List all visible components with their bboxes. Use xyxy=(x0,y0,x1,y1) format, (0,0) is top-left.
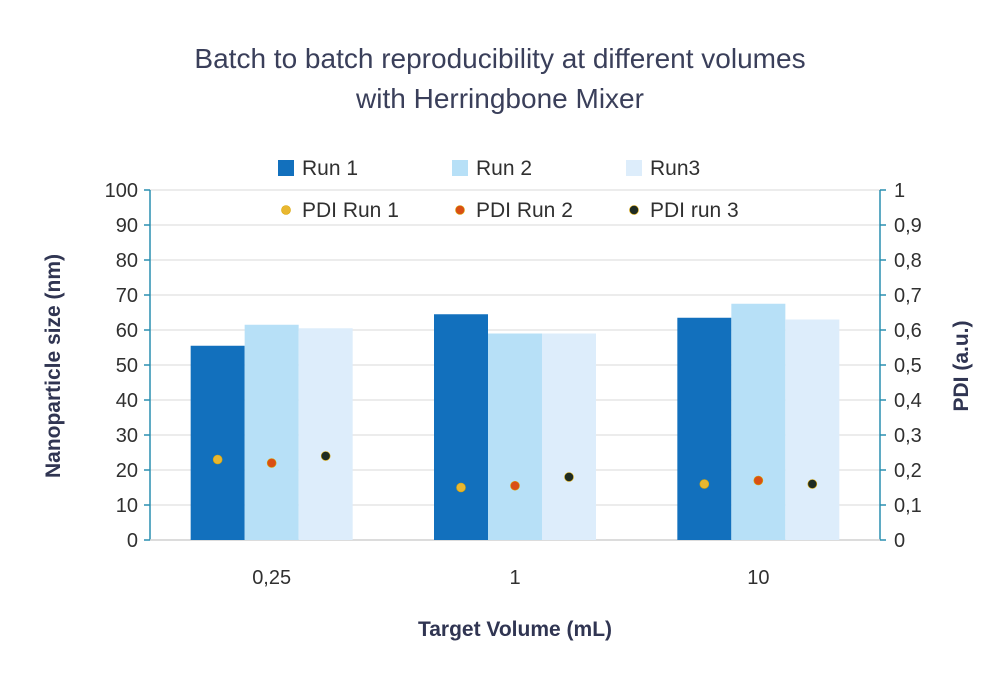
point-pdi-run-1 xyxy=(456,482,466,493)
legend-label-pdi-run-3: PDI run 3 xyxy=(650,199,739,222)
point-pdi-run-3 xyxy=(564,472,574,482)
y-axis-label: Nanoparticle size (nm) xyxy=(42,254,65,478)
bar-run-1 xyxy=(434,314,488,540)
legend-label-run3: Run3 xyxy=(650,157,700,180)
y2-tick-label: 0 xyxy=(894,530,905,552)
legend: Run 1 Run 2 Run3 PDI Run 1 PDI Run 2 PDI run … xyxy=(278,157,739,222)
bar-run-1 xyxy=(190,345,245,540)
bar-run-2 xyxy=(244,324,299,540)
y-tick-label: 10 xyxy=(116,495,138,517)
point-pdi-run-1 xyxy=(212,454,223,465)
legend-label-pdi-run-1: PDI Run 1 xyxy=(302,199,399,222)
bar-run3 xyxy=(785,319,840,540)
legend-swatch-run-2 xyxy=(452,160,468,176)
y2-tick-label: 0,5 xyxy=(894,355,922,377)
y2-tick-label: 0,8 xyxy=(894,250,922,272)
y2-tick-label: 0,2 xyxy=(894,460,922,482)
point-pdi-run-2 xyxy=(510,480,520,491)
tick-labels: 0 0 10 0,1 20 0,2 30 0,3 40 0,4 50 0,5 60 0,6 70 0,7 80 0… xyxy=(105,180,922,589)
y-tick-label: 80 xyxy=(116,250,138,272)
x-tick-label: 0,25 xyxy=(252,567,291,589)
y2-tick-label: 0,1 xyxy=(894,495,922,517)
y-tick-label: 50 xyxy=(116,355,138,377)
legend-marker-pdi-run-3 xyxy=(629,205,639,215)
legend-swatch-run3 xyxy=(626,160,642,176)
y2-tick-label: 0,6 xyxy=(894,320,922,342)
legend-label-pdi-run-2: PDI Run 2 xyxy=(476,199,573,222)
bar-run3 xyxy=(298,328,353,540)
point-pdi-run-3 xyxy=(807,479,818,489)
point-pdi-run-2 xyxy=(266,458,277,468)
y-tick-label: 70 xyxy=(116,285,138,307)
point-pdi-run-2 xyxy=(753,475,764,486)
bars xyxy=(190,303,840,540)
bar-run-1 xyxy=(677,317,732,540)
y2-tick-label: 0,7 xyxy=(894,285,922,307)
legend-label-run-2: Run 2 xyxy=(476,157,532,180)
y-tick-label: 90 xyxy=(116,215,138,237)
legend-marker-pdi-run-1 xyxy=(281,205,291,215)
y2-tick-label: 0,4 xyxy=(894,390,922,412)
y-tick-label: 60 xyxy=(116,320,138,342)
y-tick-label: 0 xyxy=(127,530,138,552)
y-tick-label: 40 xyxy=(116,390,138,412)
bar-run-2 xyxy=(488,333,542,540)
point-pdi-run-1 xyxy=(699,479,710,489)
y2-tick-label: 1 xyxy=(894,180,905,202)
legend-label-run-1: Run 1 xyxy=(302,157,358,180)
x-tick-label: 1 xyxy=(509,567,520,589)
x-tick-label: 10 xyxy=(747,567,769,589)
bar-run3 xyxy=(542,333,596,540)
chart-title-line-1: Batch to batch reproducibility at differ… xyxy=(194,43,806,74)
bar-run-2 xyxy=(731,303,786,540)
y2-axis-label: PDI (a.u.) xyxy=(950,320,973,411)
y-tick-label: 100 xyxy=(105,180,138,202)
legend-marker-pdi-run-2 xyxy=(455,205,465,215)
y2-tick-label: 0,9 xyxy=(894,215,922,237)
chart-title-line-2: with Herringbone Mixer xyxy=(356,83,644,114)
x-axis-label: Target Volume (mL) xyxy=(418,618,612,641)
y-tick-label: 30 xyxy=(116,425,138,447)
y2-tick-label: 0,3 xyxy=(894,425,922,447)
legend-swatch-run-1 xyxy=(278,160,294,176)
y-tick-label: 20 xyxy=(116,460,138,482)
pdi-points xyxy=(212,451,818,493)
point-pdi-run-3 xyxy=(320,451,331,461)
